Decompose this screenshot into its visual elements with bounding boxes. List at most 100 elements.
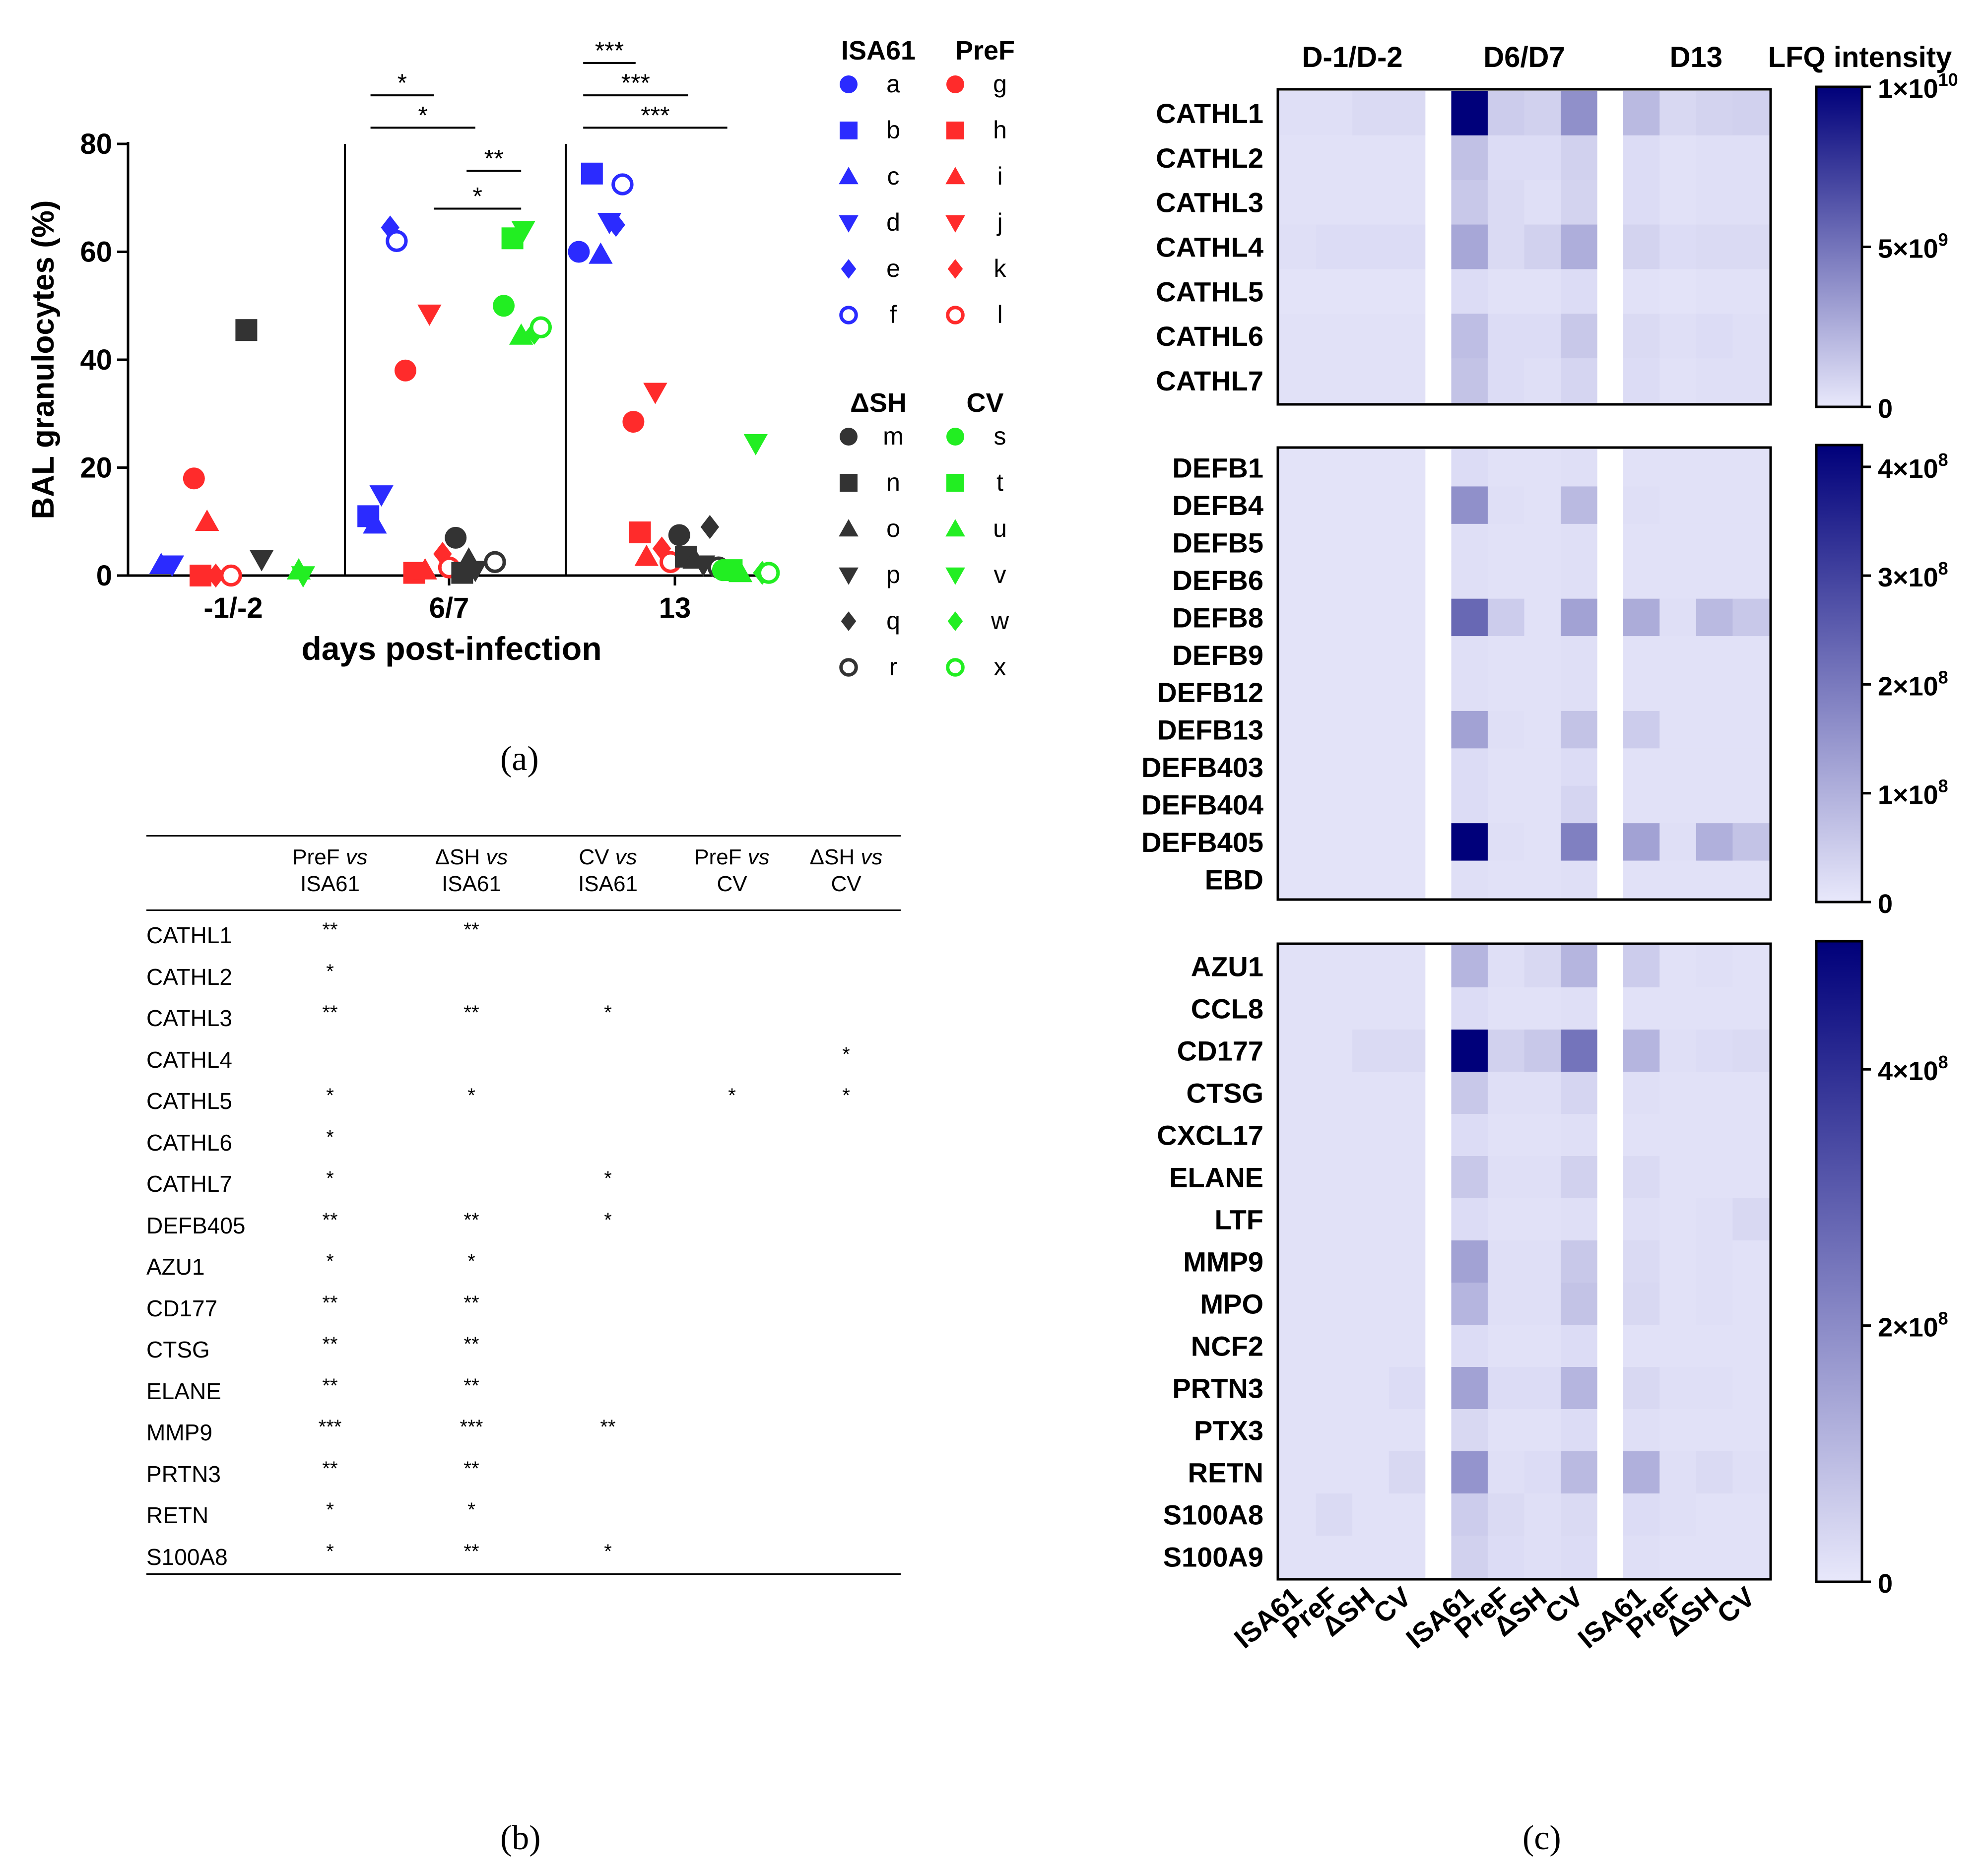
heatmap-block-border <box>1276 446 1772 901</box>
heatmap-cell <box>1279 1240 1317 1283</box>
heatmap-cell <box>1279 1072 1317 1114</box>
heatmap-cell <box>1659 1367 1697 1410</box>
heatmap-cell <box>1352 1240 1390 1283</box>
table-cell-significance: ** <box>600 1416 616 1438</box>
heatmap-cell <box>1451 224 1488 269</box>
heatmap-cell <box>1279 269 1317 314</box>
heatmap-row-label: CATHL2 <box>1156 142 1263 174</box>
heatmap-row-label: MPO <box>1200 1289 1263 1320</box>
table-cell-significance: * <box>326 1167 334 1189</box>
table-cell-significance: ** <box>463 1374 479 1397</box>
colorbar-tick-label: 5×109 <box>1878 230 1948 264</box>
heatmap-cell <box>1659 1409 1697 1452</box>
table-column-header: CV vs ISA61 <box>578 845 638 896</box>
table-cell-significance: ** <box>322 1333 338 1355</box>
heatmap-row-label: ELANE <box>1169 1162 1263 1193</box>
heatmap-cell <box>1732 748 1770 786</box>
heatmap-cell <box>1623 636 1660 674</box>
heatmap-row-label: DEFB404 <box>1141 789 1263 820</box>
table-cell-significance: * <box>326 1250 334 1272</box>
heatmap-cell <box>1732 987 1770 1030</box>
data-point <box>743 434 768 455</box>
heatmap-row-label: DEFB8 <box>1172 602 1263 633</box>
heatmap-cell <box>1561 135 1598 181</box>
table-cell-significance: * <box>326 1126 334 1148</box>
heatmap-cell <box>1696 1451 1733 1494</box>
legend-marker <box>947 259 963 279</box>
heatmap-cell <box>1316 561 1353 599</box>
heatmap-cell <box>1389 748 1426 786</box>
heatmap-row-label: PTX3 <box>1194 1415 1263 1446</box>
heatmap-cell <box>1732 1156 1770 1199</box>
heatmap-row-label: LTF <box>1215 1204 1263 1235</box>
heatmap-cell <box>1279 224 1317 269</box>
heatmap-cell <box>1524 1240 1561 1283</box>
data-point <box>445 526 467 549</box>
heatmap-cell <box>1389 486 1426 524</box>
table-row-label: RETN <box>146 1502 209 1528</box>
heatmap-cell <box>1561 1536 1598 1578</box>
heatmap-cell <box>1524 785 1561 824</box>
heatmap-row-label: CATHL1 <box>1156 98 1263 129</box>
table-cell-significance: ** <box>463 1002 479 1024</box>
heatmap-cell <box>1561 748 1598 786</box>
heatmap-cell <box>1487 598 1524 637</box>
heatmap-cell <box>1696 314 1733 359</box>
legend-marker <box>840 122 858 139</box>
heatmap-cell <box>1561 1367 1598 1410</box>
colorbar-tick-exponent: 8 <box>1938 1308 1948 1329</box>
table-cell-significance: ** <box>463 1292 479 1314</box>
heatmap-cell <box>1696 1030 1733 1072</box>
heatmap-cell <box>1623 748 1660 786</box>
heatmap-cell <box>1561 711 1598 749</box>
significance-label: * <box>397 69 407 97</box>
heatmap-row-label: CCL8 <box>1191 993 1263 1025</box>
heatmap-cell <box>1316 1325 1353 1367</box>
heatmap-cell <box>1623 1367 1660 1410</box>
heatmap-cell <box>1279 1030 1317 1072</box>
heatmap-cell <box>1732 1367 1770 1410</box>
table-cell-significance: * <box>467 1250 475 1272</box>
heatmap-cell <box>1732 636 1770 674</box>
table-cell-significance: * <box>326 1499 334 1521</box>
data-point <box>511 221 535 243</box>
heatmap-cell <box>1561 1156 1598 1199</box>
heatmap-cell <box>1659 449 1697 487</box>
heatmap-cell <box>1316 785 1353 824</box>
heatmap-cell <box>1696 1325 1733 1367</box>
legend-marker <box>841 611 857 631</box>
legend-label: q <box>886 607 900 635</box>
data-point <box>363 512 387 534</box>
heatmap-row-label: S100A8 <box>1163 1499 1263 1531</box>
table-cell-significance: * <box>604 1209 612 1231</box>
heatmap-cell <box>1561 486 1598 524</box>
heatmap-cell <box>1352 987 1390 1030</box>
heatmap-cell <box>1279 673 1317 712</box>
legend-label: p <box>886 561 900 588</box>
y-tick-label: 80 <box>80 128 112 160</box>
heatmap-cell <box>1352 1072 1390 1114</box>
heatmap-row-label: CATHL3 <box>1156 187 1263 218</box>
heatmap-row-label: CATHL7 <box>1156 365 1263 396</box>
heatmap-cell <box>1316 1030 1353 1072</box>
data-point <box>634 544 659 566</box>
heatmap-cell <box>1487 636 1524 674</box>
data-point <box>413 558 437 580</box>
table-cell-significance: ** <box>322 1209 338 1231</box>
heatmap-cell <box>1352 561 1390 599</box>
heatmap-cell <box>1389 1198 1426 1241</box>
heatmap-cell <box>1316 1156 1353 1199</box>
heatmap-cell <box>1451 269 1488 314</box>
legend-label: j <box>996 208 1002 236</box>
colorbar-tick-label: 0 <box>1878 889 1893 919</box>
heatmap-cell <box>1352 1325 1390 1367</box>
heatmap-cell <box>1732 180 1770 225</box>
heatmap-cell <box>1623 91 1660 136</box>
heatmap-cell <box>1732 860 1770 899</box>
table-cell-significance: * <box>604 1540 612 1562</box>
heatmap-cell <box>1732 224 1770 269</box>
panel-label-a: (a) <box>500 740 539 778</box>
heatmap-cell <box>1732 711 1770 749</box>
heatmap-cell <box>1279 1493 1317 1536</box>
colorbar-tick-label: 2×108 <box>1878 667 1948 701</box>
